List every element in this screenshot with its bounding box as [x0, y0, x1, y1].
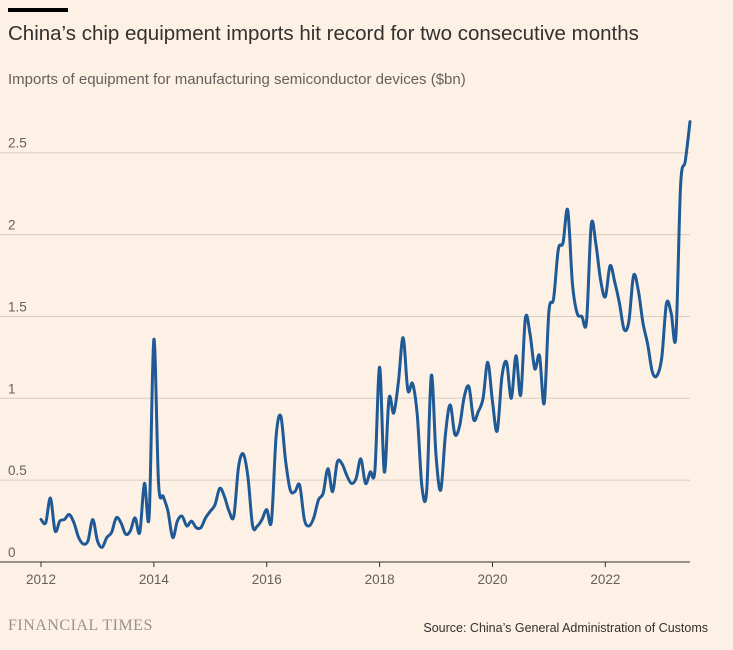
y-tick-label: 2	[8, 218, 16, 233]
chart-subtitle: Imports of equipment for manufacturing s…	[8, 71, 466, 88]
source-note: Source: China’s General Administration o…	[423, 621, 708, 635]
x-tick-label: 2012	[26, 572, 56, 587]
x-tick-label: 2014	[139, 572, 170, 587]
x-tick-label: 2018	[365, 572, 395, 587]
y-tick-label: 1.5	[8, 299, 27, 314]
y-tick-label: 0.5	[8, 463, 27, 478]
gridlines	[0, 152, 690, 481]
y-tick-label: 0	[8, 545, 16, 560]
chart-title: China’s chip equipment imports hit recor…	[8, 22, 639, 45]
brand-logo: FINANCIAL TIMES	[8, 617, 153, 634]
x-tick-label: 2016	[252, 572, 282, 587]
brand-accent-bar	[8, 8, 68, 12]
axes: 0 0.5 1 1.5 2 2.5 2012 2014 2016 2018 2020 2022	[0, 136, 690, 587]
series-layer	[39, 120, 692, 549]
x-tick-label: 2022	[590, 572, 620, 587]
series-line-0	[39, 120, 692, 549]
x-tick-label: 2020	[477, 572, 507, 587]
y-tick-label: 1	[8, 381, 16, 396]
y-tick-label: 2.5	[8, 136, 27, 151]
